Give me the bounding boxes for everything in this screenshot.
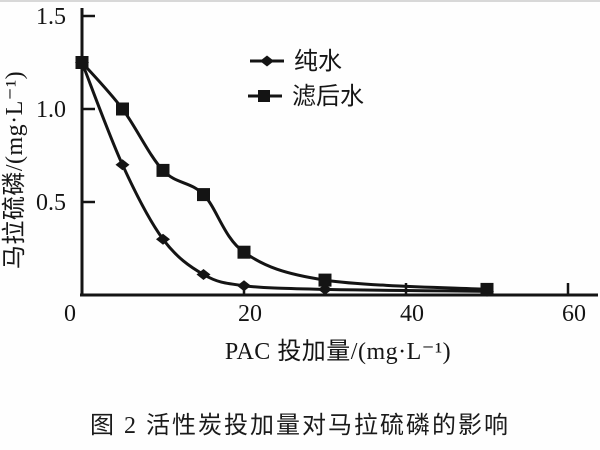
diamond-marker-icon bbox=[318, 283, 332, 295]
x-axis-ticks: 0 20 40 60 bbox=[64, 283, 586, 327]
data-series bbox=[75, 56, 494, 297]
square-marker-icon bbox=[75, 56, 89, 69]
y-axis-label: 马拉硫磷/(mg·L⁻¹) bbox=[1, 71, 28, 269]
square-marker-icon bbox=[318, 273, 332, 287]
y-tick-label: 1.0 bbox=[36, 97, 66, 123]
diamond-marker-icon bbox=[156, 233, 170, 245]
square-marker-icon bbox=[480, 282, 494, 296]
series-pure-water bbox=[75, 57, 494, 297]
diamond-marker-icon bbox=[196, 269, 211, 280]
legend-item-pure-water: 纯水 bbox=[250, 48, 342, 75]
x-tick-label: 0 bbox=[64, 301, 76, 327]
square-marker-icon bbox=[156, 163, 170, 177]
x-axis-label: PAC 投加量/(mg·L⁻¹) bbox=[225, 338, 451, 365]
square-marker-icon bbox=[197, 188, 210, 202]
x-tick-label: 40 bbox=[400, 301, 424, 327]
series-line bbox=[80, 61, 488, 293]
square-marker-icon bbox=[237, 245, 251, 259]
y-tick-label: 1.5 bbox=[36, 4, 66, 30]
x-tick-label: 20 bbox=[238, 301, 262, 327]
square-marker-icon bbox=[258, 90, 270, 102]
x-tick-label: 60 bbox=[562, 301, 586, 327]
diamond-marker-icon bbox=[260, 55, 274, 67]
y-tick-label: 0.5 bbox=[36, 190, 66, 216]
legend: 纯水 滤后水 bbox=[248, 48, 364, 110]
series-filtered-water bbox=[75, 56, 494, 296]
figure-caption: 图 2 活性炭投加量对马拉硫磷的影响 bbox=[90, 413, 510, 439]
line-chart: 0.5 1.0 1.5 0 20 40 60 马拉硫磷/(mg·L⁻¹) PAC 投加量/… bbox=[1, 4, 598, 365]
legend-item-filtered-water: 滤后水 bbox=[248, 83, 364, 110]
legend-label-filtered-water: 滤后水 bbox=[292, 83, 364, 110]
square-marker-icon bbox=[116, 102, 129, 116]
diamond-marker-icon bbox=[115, 159, 130, 171]
series-line bbox=[80, 61, 488, 291]
legend-label-pure-water: 纯水 bbox=[294, 48, 342, 75]
diamond-marker-icon bbox=[237, 280, 251, 292]
y-axis-ticks: 0.5 1.0 1.5 bbox=[36, 4, 95, 216]
